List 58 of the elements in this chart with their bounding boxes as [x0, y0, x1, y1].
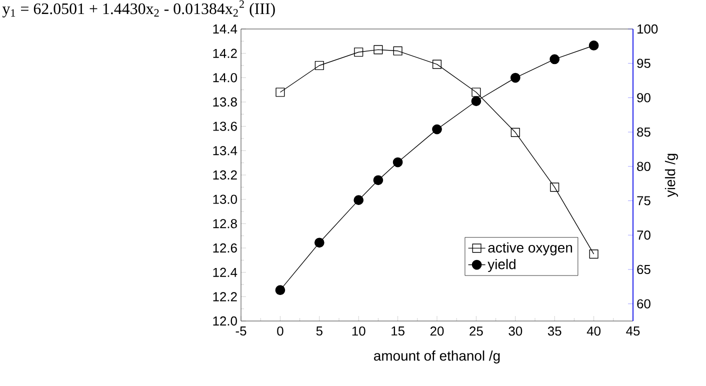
- y-tick-label: 13.8: [213, 97, 237, 107]
- point: [314, 238, 324, 248]
- y2-tick-label: 80: [637, 162, 650, 171]
- y2-tick-label: 90: [637, 93, 650, 102]
- y-tick-label: 12.0: [213, 316, 237, 326]
- x-tick-label: 20: [430, 326, 444, 336]
- chart-title: y$_{1}$ = 62.0501 + 1.4430x$_{2}$ - 0.01384x$_{2}$$^{2}$ (III): [2, 0, 275, 18]
- y2-tick-label: 75: [637, 196, 650, 206]
- point: [471, 96, 482, 106]
- point: [354, 48, 364, 57]
- point: [392, 157, 403, 168]
- y2-axis-title: yield /g: [664, 154, 678, 198]
- point: [432, 124, 442, 134]
- y2-tick-label: 60: [637, 299, 650, 308]
- y-tick-label: 12.4: [213, 268, 238, 277]
- y2-tick-label: 85: [637, 127, 650, 137]
- y2-tick-label: 65: [637, 264, 650, 274]
- y-tick-label: 13.0: [213, 194, 237, 204]
- point: [472, 88, 481, 97]
- y-tick-label: 14.2: [213, 48, 237, 58]
- x-tick-label: 10: [352, 326, 366, 336]
- point: [510, 128, 520, 137]
- x-tick-label: 0: [277, 326, 284, 336]
- point: [550, 182, 560, 192]
- point: [510, 72, 520, 83]
- y-tick-label: 13.4: [213, 146, 238, 156]
- x-tick-label: 35: [548, 326, 562, 336]
- point: [432, 60, 442, 69]
- point: [354, 195, 364, 206]
- point: [276, 88, 285, 97]
- y-tick-label: 13.2: [213, 170, 237, 180]
- y-tick-label: 12.8: [213, 219, 237, 228]
- point: [393, 46, 402, 56]
- point: [314, 60, 324, 70]
- point: [589, 250, 598, 259]
- point: [275, 285, 286, 296]
- point: [588, 40, 599, 50]
- point: [374, 45, 383, 54]
- x-tick-label: 5: [316, 326, 322, 336]
- y2-tick-label: 100: [638, 24, 658, 34]
- legend-label: active oxygen: [488, 242, 572, 256]
- x-tick-label: 15: [392, 326, 404, 336]
- legend-label: yield: [488, 258, 516, 272]
- x-tick-label: 40: [586, 326, 600, 336]
- x-tick-label: 45: [626, 326, 640, 336]
- y-tick-label: 12.2: [213, 292, 237, 302]
- y-tick-label: 14.4: [213, 24, 238, 34]
- y-tick-label: 12.6: [213, 243, 237, 253]
- y2-tick-label: 95: [637, 58, 650, 68]
- point: [550, 54, 560, 64]
- y-tick-label: 14.0: [213, 73, 237, 82]
- x-tick-label: -5: [236, 326, 246, 336]
- x-axis-title: amount of ethanol /g: [374, 350, 500, 364]
- x-tick-label: 25: [470, 326, 483, 336]
- point: [373, 175, 384, 186]
- y-tick-label: 13.6: [213, 122, 237, 131]
- x-tick-label: 30: [508, 326, 522, 336]
- y2-tick-label: 70: [637, 230, 650, 240]
